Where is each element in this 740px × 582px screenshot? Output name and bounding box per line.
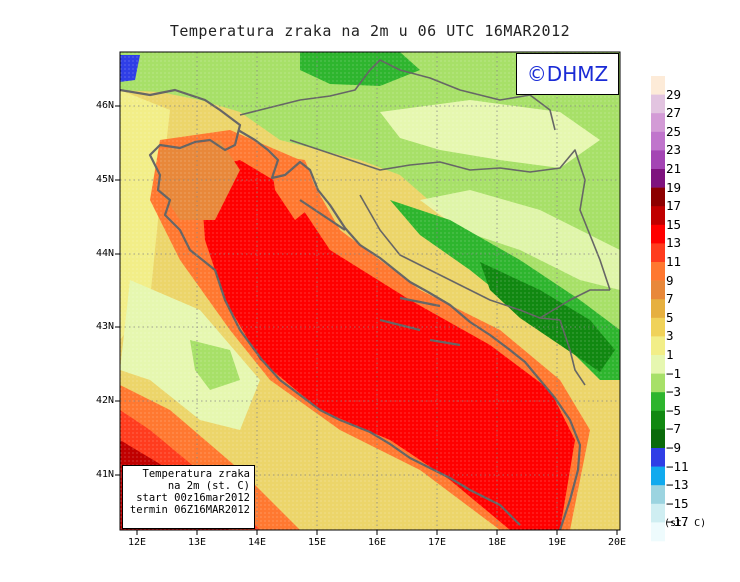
info-line-4: termin 06Z16MAR2012 — [129, 504, 250, 516]
lat-label-45n: 45N — [96, 174, 115, 185]
legend-label: 17 — [666, 198, 682, 214]
legend-swatch — [651, 76, 665, 95]
info-line-3: start 00z16mar2012 — [136, 492, 250, 504]
legend-label: 15 — [666, 216, 682, 232]
legend-swatch — [651, 94, 665, 114]
legend-label: −15 — [666, 495, 689, 511]
legend-swatch — [651, 243, 665, 263]
legend-label: 27 — [666, 105, 682, 121]
legend-swatch — [651, 280, 665, 300]
legend-label: −1 — [666, 365, 682, 381]
map-title: Temperatura zraka na 2m u 06 UTC 16MAR20… — [169, 22, 571, 40]
legend-swatch — [651, 392, 665, 412]
lat-label-43n: 43N — [96, 321, 115, 332]
legend-swatch — [651, 187, 665, 207]
legend-label: 5 — [666, 309, 674, 325]
lon-label-17e: 17E — [428, 537, 447, 548]
legend-label: −7 — [666, 421, 682, 437]
info-line-1: Temperatura zraka — [142, 468, 250, 480]
legend-label: −5 — [666, 402, 682, 418]
legend-label: −9 — [666, 440, 682, 455]
info-box: Temperatura zraka na 2m (st. C) start 00… — [122, 465, 255, 529]
lat-label-41n: 41N — [96, 469, 115, 480]
legend-swatch — [651, 336, 665, 356]
legend-label: 7 — [666, 291, 674, 307]
legend-swatch — [651, 206, 665, 226]
legend-swatch — [651, 466, 665, 486]
legend-label: 9 — [666, 272, 674, 288]
legend-label: 3 — [666, 328, 674, 344]
legend-label: 1 — [666, 347, 674, 362]
legend-swatch — [651, 522, 665, 542]
lat-label-46n: 46N — [96, 100, 115, 111]
legend-swatch — [651, 355, 665, 374]
lat-label-42n: 42N — [96, 395, 115, 406]
legend-swatch — [651, 410, 665, 430]
legend-label: 19 — [666, 179, 682, 195]
legend-swatch — [651, 299, 665, 319]
lon-label-13e: 13E — [188, 537, 207, 548]
legend-swatch — [651, 169, 665, 188]
legend-swatch — [651, 150, 665, 170]
legend-swatch — [651, 448, 665, 467]
legend-swatch — [651, 317, 665, 337]
grid-lines — [120, 52, 620, 530]
lon-label-19e: 19E — [548, 537, 567, 548]
legend-label: −13 — [666, 477, 689, 493]
legend-label: −11 — [666, 458, 689, 474]
lat-label-44n: 44N — [96, 248, 115, 259]
lon-label-15e: 15E — [308, 537, 327, 548]
legend-swatch — [651, 224, 665, 244]
coastlines — [120, 88, 582, 530]
lon-label-20e: 20E — [608, 537, 627, 548]
axis-ticks — [115, 105, 618, 535]
legend-label: 25 — [666, 123, 682, 139]
legend-label: 11 — [666, 254, 682, 269]
lon-label-16e: 16E — [368, 537, 387, 548]
legend-swatch — [651, 373, 665, 393]
legend-units: (st. C) — [664, 518, 707, 529]
temperature-field — [120, 52, 620, 530]
plot-frame — [119, 51, 621, 531]
legend-swatch — [651, 503, 665, 523]
info-line-2: na 2m (st. C) — [167, 480, 250, 492]
legend-swatch — [651, 113, 665, 133]
legend-label: −3 — [666, 384, 682, 400]
legend-swatch — [651, 131, 665, 151]
lon-label-18e: 18E — [488, 537, 507, 548]
lon-label-14e: 14E — [248, 537, 267, 548]
borders — [239, 59, 611, 386]
color-legend — [651, 76, 665, 542]
lon-label-12e: 12E — [128, 537, 147, 548]
legend-label: −17 — [666, 514, 689, 530]
legend-label: 23 — [666, 142, 682, 158]
legend-label: 21 — [666, 161, 682, 176]
legend-label: 29 — [666, 86, 682, 102]
legend-swatch — [651, 485, 665, 505]
legend-swatch — [651, 429, 665, 449]
dhmz-logo: ©DHMZ — [516, 53, 619, 95]
legend-swatch — [651, 262, 665, 281]
legend-label: 13 — [666, 235, 682, 251]
